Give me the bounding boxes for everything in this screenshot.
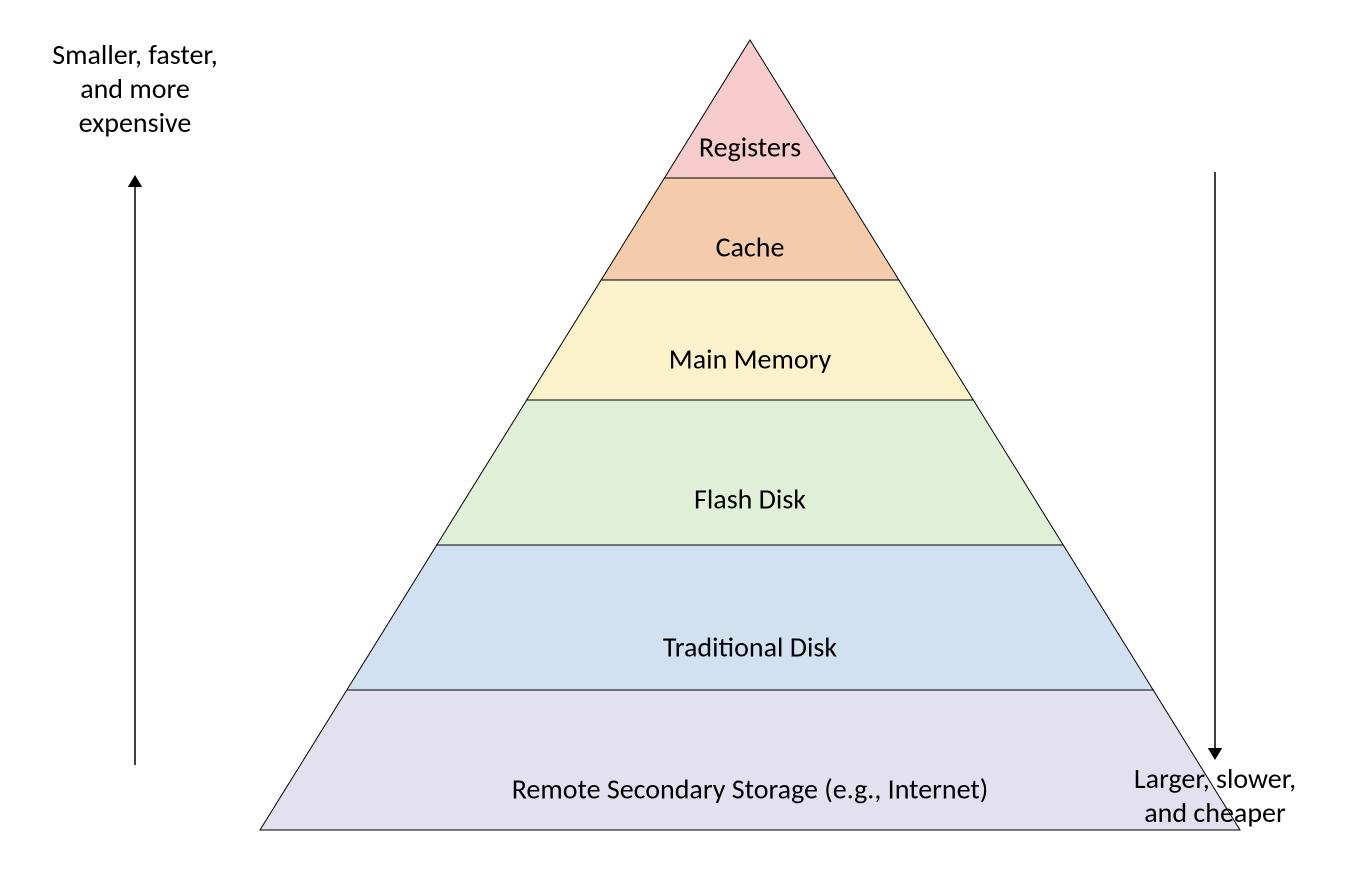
pyramid-level-label-5: Remote Secondary Storage (e.g., Internet… <box>512 772 989 807</box>
pyramid-level-label-0: Registers <box>699 130 801 165</box>
left-annotation-line-1: and more <box>80 71 190 106</box>
pyramid-level-label-4: Traditional Disk <box>663 630 837 665</box>
left-annotation-line-2: expensive <box>79 105 192 140</box>
right-annotation-line-1: and cheaper <box>1144 795 1286 830</box>
pyramid-level-label-2: Main Memory <box>669 342 832 377</box>
left-annotation-line-0: Smaller, faster, <box>52 37 218 72</box>
pyramid-level-5 <box>260 690 1240 830</box>
right-annotation-line-0: Larger, slower, <box>1134 761 1296 796</box>
memory-hierarchy-pyramid: Registers Cache Main Memory Flash Disk Tradi… <box>0 0 1349 891</box>
pyramid-level-label-1: Cache <box>716 230 785 265</box>
left-arrow-head <box>128 175 142 187</box>
pyramid-level-label-3: Flash Disk <box>694 482 806 517</box>
pyramid-level-3 <box>437 400 1063 545</box>
pyramid-level-2 <box>527 280 974 400</box>
right-arrow-head <box>1208 748 1222 760</box>
pyramid-level-4 <box>347 545 1153 690</box>
